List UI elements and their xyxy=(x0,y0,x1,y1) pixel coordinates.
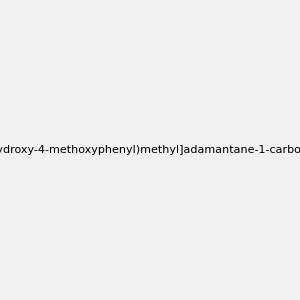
Text: N-[(3-hydroxy-4-methoxyphenyl)methyl]adamantane-1-carboxamide: N-[(3-hydroxy-4-methoxyphenyl)methyl]ada… xyxy=(0,145,300,155)
